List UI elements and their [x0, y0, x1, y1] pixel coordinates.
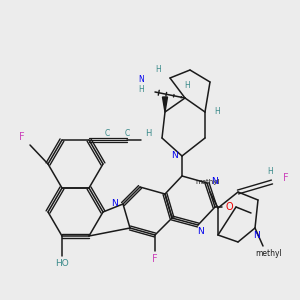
Text: N: N	[112, 200, 118, 208]
Text: O: O	[225, 202, 233, 212]
Text: H: H	[138, 85, 144, 94]
Text: F: F	[283, 173, 289, 183]
Text: HO: HO	[55, 260, 69, 268]
Text: H: H	[184, 82, 190, 91]
Text: H: H	[214, 107, 220, 116]
Text: methyl: methyl	[256, 250, 282, 259]
Text: N: N	[254, 232, 260, 241]
Polygon shape	[163, 97, 167, 112]
Text: H: H	[145, 128, 151, 137]
Text: C: C	[104, 128, 110, 137]
Text: N: N	[212, 176, 218, 185]
Text: F: F	[19, 132, 25, 142]
Text: N: N	[171, 152, 177, 160]
Text: N: N	[138, 76, 144, 85]
Text: H: H	[155, 65, 161, 74]
Text: N: N	[196, 227, 203, 236]
Text: H: H	[267, 167, 273, 176]
Text: C: C	[124, 128, 130, 137]
Text: methyl: methyl	[196, 179, 220, 185]
Text: F: F	[152, 254, 158, 264]
